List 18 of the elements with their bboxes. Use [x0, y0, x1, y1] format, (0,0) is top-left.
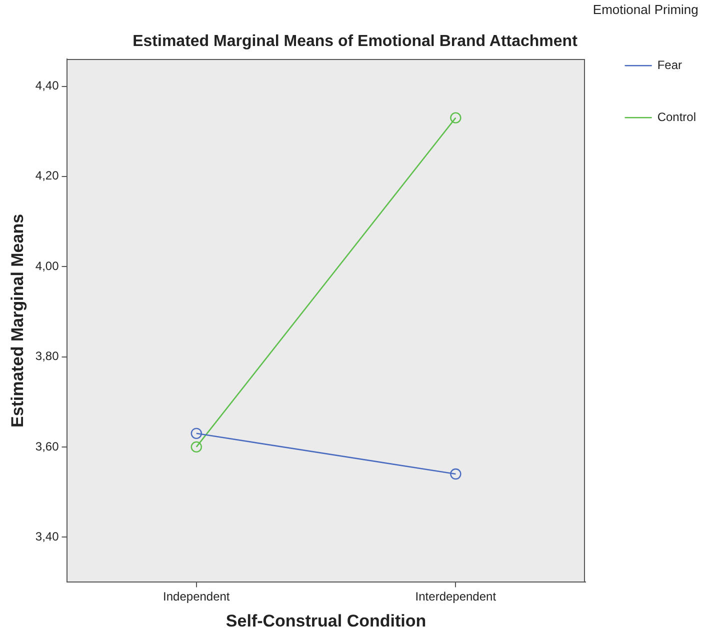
point — [450, 112, 462, 124]
chart-title: Estimated Marginal Means of Emotional Brand Attachment — [132, 33, 578, 50]
y-tick-label: 4,20 — [35, 168, 60, 183]
y-tick-label: 4,40 — [35, 78, 60, 93]
y-tick-label: 3,60 — [35, 439, 60, 454]
x-tick-label: Interdependent — [415, 590, 497, 604]
y-axis-title: Estimated Marginal Means — [8, 214, 27, 428]
legend-label: Control — [657, 110, 696, 124]
y-tick-label: 4,00 — [35, 258, 60, 273]
x-axis-title: Self-Construal Condition — [226, 611, 426, 630]
y-tick-label: 3,80 — [35, 349, 60, 364]
legend-title: Emotional Priming — [592, 2, 698, 18]
y-tick-label: 3,40 — [35, 529, 60, 544]
point — [190, 441, 202, 453]
point — [450, 468, 462, 480]
point — [190, 428, 202, 440]
legend-label: Fear — [657, 58, 682, 72]
x-tick-label: Independent — [163, 590, 230, 604]
